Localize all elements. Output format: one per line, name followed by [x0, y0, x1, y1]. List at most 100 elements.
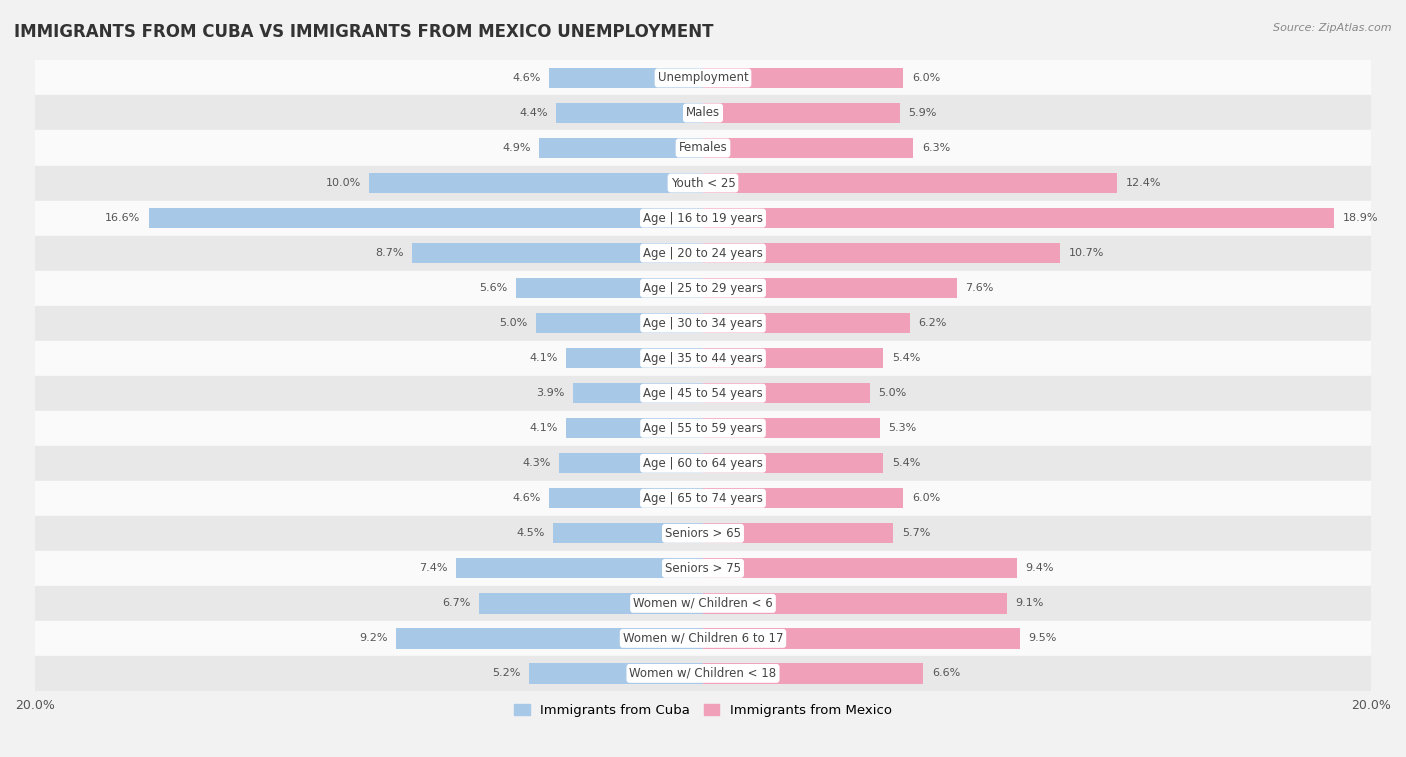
Text: 6.0%: 6.0%	[911, 73, 941, 83]
Bar	[412, 243, 703, 263]
Text: 7.4%: 7.4%	[419, 563, 447, 573]
Bar	[536, 313, 703, 333]
Text: Women w/ Children 6 to 17: Women w/ Children 6 to 17	[623, 632, 783, 645]
Text: 5.0%: 5.0%	[499, 318, 527, 328]
Text: Age | 60 to 64 years: Age | 60 to 64 years	[643, 456, 763, 470]
Text: 4.9%: 4.9%	[502, 143, 531, 153]
Text: 6.6%: 6.6%	[932, 668, 960, 678]
Bar	[703, 278, 957, 298]
Text: 6.3%: 6.3%	[922, 143, 950, 153]
Bar	[35, 481, 1371, 516]
Text: Age | 30 to 34 years: Age | 30 to 34 years	[643, 316, 763, 329]
Bar	[35, 95, 1371, 130]
Bar	[516, 278, 703, 298]
Bar	[703, 208, 1334, 228]
Text: 18.9%: 18.9%	[1343, 213, 1378, 223]
Text: Women w/ Children < 18: Women w/ Children < 18	[630, 667, 776, 680]
Bar	[35, 375, 1371, 411]
Text: 5.7%: 5.7%	[901, 528, 931, 538]
Text: 6.7%: 6.7%	[443, 598, 471, 609]
Bar	[703, 593, 1007, 613]
Bar	[540, 138, 703, 158]
Bar	[572, 383, 703, 403]
Text: 9.2%: 9.2%	[359, 634, 387, 643]
Text: 5.9%: 5.9%	[908, 108, 936, 118]
Bar	[553, 523, 703, 544]
Text: 16.6%: 16.6%	[105, 213, 141, 223]
Text: 4.4%: 4.4%	[519, 108, 548, 118]
Bar	[703, 243, 1060, 263]
Bar	[567, 418, 703, 438]
Bar	[35, 411, 1371, 446]
Bar	[479, 593, 703, 613]
Bar	[703, 453, 883, 473]
Text: 10.7%: 10.7%	[1069, 248, 1104, 258]
Text: 9.1%: 9.1%	[1015, 598, 1043, 609]
Text: 4.3%: 4.3%	[523, 458, 551, 469]
Text: 4.5%: 4.5%	[516, 528, 544, 538]
Bar	[703, 488, 904, 509]
Bar	[567, 348, 703, 369]
Bar	[35, 235, 1371, 270]
Text: 6.2%: 6.2%	[918, 318, 946, 328]
Bar	[35, 621, 1371, 656]
Text: Males: Males	[686, 107, 720, 120]
Text: 6.0%: 6.0%	[911, 494, 941, 503]
Text: Age | 25 to 29 years: Age | 25 to 29 years	[643, 282, 763, 294]
Bar	[703, 383, 870, 403]
Bar	[35, 656, 1371, 691]
Bar	[555, 103, 703, 123]
Bar	[35, 446, 1371, 481]
Text: Age | 20 to 24 years: Age | 20 to 24 years	[643, 247, 763, 260]
Bar	[456, 558, 703, 578]
Text: 4.1%: 4.1%	[529, 423, 558, 433]
Text: 5.2%: 5.2%	[492, 668, 522, 678]
Text: 10.0%: 10.0%	[325, 178, 360, 188]
Bar	[703, 313, 910, 333]
Text: Age | 16 to 19 years: Age | 16 to 19 years	[643, 211, 763, 225]
Bar	[368, 173, 703, 193]
Bar	[703, 628, 1021, 649]
Text: Youth < 25: Youth < 25	[671, 176, 735, 189]
Text: Unemployment: Unemployment	[658, 71, 748, 85]
Bar	[35, 61, 1371, 95]
Bar	[550, 488, 703, 509]
Text: 4.6%: 4.6%	[513, 494, 541, 503]
Text: Women w/ Children < 6: Women w/ Children < 6	[633, 597, 773, 610]
Bar	[703, 663, 924, 684]
Bar	[149, 208, 703, 228]
Text: 3.9%: 3.9%	[536, 388, 564, 398]
Text: Age | 45 to 54 years: Age | 45 to 54 years	[643, 387, 763, 400]
Text: 5.0%: 5.0%	[879, 388, 907, 398]
Bar	[35, 270, 1371, 306]
Bar	[703, 103, 900, 123]
Bar	[35, 130, 1371, 166]
Bar	[35, 551, 1371, 586]
Bar	[703, 418, 880, 438]
Text: 4.6%: 4.6%	[513, 73, 541, 83]
Text: 5.6%: 5.6%	[479, 283, 508, 293]
Bar	[35, 341, 1371, 375]
Text: Females: Females	[679, 142, 727, 154]
Text: 5.4%: 5.4%	[891, 458, 920, 469]
Legend: Immigrants from Cuba, Immigrants from Mexico: Immigrants from Cuba, Immigrants from Me…	[509, 699, 897, 722]
Bar	[703, 173, 1118, 193]
Bar	[703, 68, 904, 88]
Bar	[35, 586, 1371, 621]
Bar	[395, 628, 703, 649]
Text: 8.7%: 8.7%	[375, 248, 404, 258]
Bar	[703, 558, 1017, 578]
Text: 12.4%: 12.4%	[1126, 178, 1161, 188]
Text: Age | 35 to 44 years: Age | 35 to 44 years	[643, 352, 763, 365]
Text: Age | 55 to 59 years: Age | 55 to 59 years	[643, 422, 763, 435]
Text: 4.1%: 4.1%	[529, 354, 558, 363]
Bar	[560, 453, 703, 473]
Text: 9.5%: 9.5%	[1029, 634, 1057, 643]
Bar	[703, 523, 893, 544]
Bar	[35, 201, 1371, 235]
Text: IMMIGRANTS FROM CUBA VS IMMIGRANTS FROM MEXICO UNEMPLOYMENT: IMMIGRANTS FROM CUBA VS IMMIGRANTS FROM …	[14, 23, 714, 41]
Text: Age | 65 to 74 years: Age | 65 to 74 years	[643, 492, 763, 505]
Bar	[550, 68, 703, 88]
Bar	[35, 516, 1371, 551]
Bar	[529, 663, 703, 684]
